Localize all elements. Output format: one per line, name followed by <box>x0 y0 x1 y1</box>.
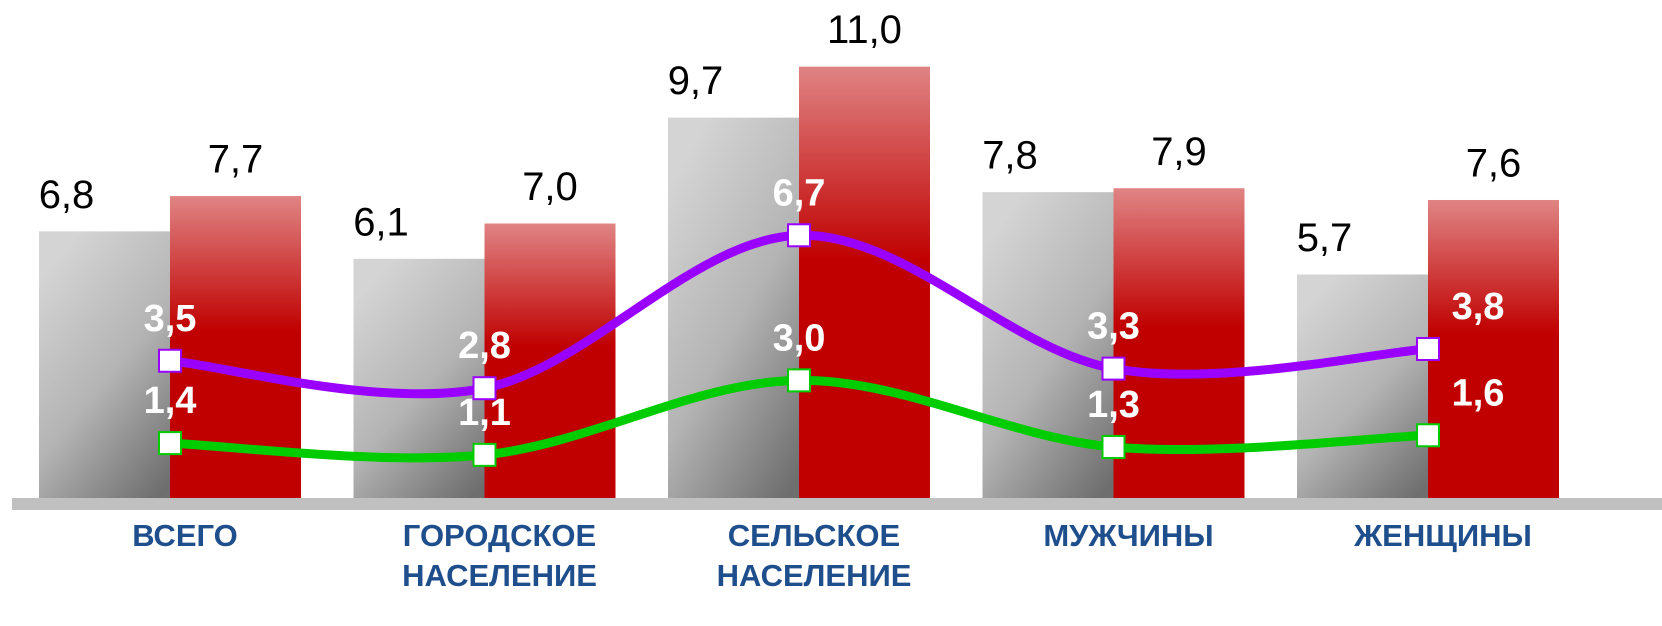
line-value-label: 6,7 <box>773 172 826 214</box>
line-value-label: 1,1 <box>458 392 511 434</box>
line-marker <box>787 368 811 393</box>
line-value-label: 3,8 <box>1452 286 1505 328</box>
category-label: МУЖЧИНЫ <box>1043 518 1214 553</box>
line-value-label: 1,6 <box>1452 372 1505 414</box>
line-marker <box>1101 435 1126 460</box>
bar-value-label: 9,7 <box>668 59 724 103</box>
line-value-label: 1,3 <box>1087 384 1140 426</box>
bar-value-label: 7,0 <box>522 165 578 209</box>
line-value-label: 2,8 <box>458 325 511 367</box>
category-label: ЖЕНЩИНЫ <box>1354 518 1532 553</box>
bar-value-label: 7,8 <box>982 134 1038 178</box>
bar-value-label: 7,6 <box>1466 142 1522 186</box>
category-label: ВСЕГО <box>132 518 238 553</box>
line-value-label: 1,4 <box>144 380 197 422</box>
line-marker <box>1416 423 1440 448</box>
baseline <box>12 498 1662 510</box>
line-marker <box>472 442 497 467</box>
bar-value-label: 7,9 <box>1151 130 1207 174</box>
bar <box>39 231 170 499</box>
line-value-label: 3,3 <box>1087 306 1140 348</box>
bar-value-label: 6,1 <box>353 200 409 244</box>
bar <box>668 117 799 499</box>
line-marker <box>1101 356 1126 381</box>
line-marker <box>472 376 497 401</box>
category-label: СЕЛЬСКОЕ НАСЕЛЕНИЕ <box>716 518 912 593</box>
line-marker <box>158 431 182 456</box>
category-label: ГОРОДСКОЕ НАСЕЛЕНИЕ <box>402 518 597 593</box>
bar <box>1297 274 1428 498</box>
line-value-label: 3,5 <box>144 298 197 340</box>
bar <box>799 66 930 499</box>
bar-value-label: 11,0 <box>827 8 902 52</box>
line-value-label: 3,0 <box>773 317 826 359</box>
bar-value-label: 6,8 <box>39 173 95 217</box>
line-marker <box>787 223 811 248</box>
line-marker <box>158 348 182 373</box>
bar-value-label: 7,7 <box>208 138 264 182</box>
bar-value-label: 5,7 <box>1297 216 1353 260</box>
bar <box>1428 199 1559 498</box>
line-marker <box>1416 336 1440 361</box>
